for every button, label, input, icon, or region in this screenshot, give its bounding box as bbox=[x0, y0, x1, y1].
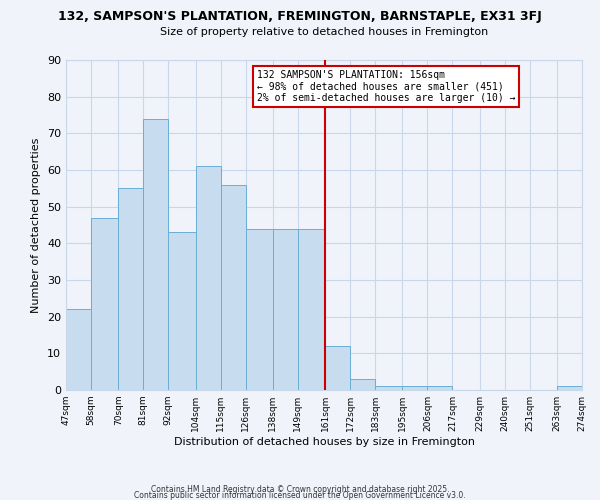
Bar bbox=[168, 232, 196, 390]
Bar bbox=[66, 310, 91, 390]
Text: Contains HM Land Registry data © Crown copyright and database right 2025.: Contains HM Land Registry data © Crown c… bbox=[151, 484, 449, 494]
Bar bbox=[91, 218, 118, 390]
Text: 132 SAMPSON'S PLANTATION: 156sqm
← 98% of detached houses are smaller (451)
2% o: 132 SAMPSON'S PLANTATION: 156sqm ← 98% o… bbox=[257, 70, 515, 103]
Text: 132, SAMPSON'S PLANTATION, FREMINGTON, BARNSTAPLE, EX31 3FJ: 132, SAMPSON'S PLANTATION, FREMINGTON, B… bbox=[58, 10, 542, 23]
Bar bbox=[375, 386, 403, 390]
Bar bbox=[427, 386, 452, 390]
X-axis label: Distribution of detached houses by size in Fremington: Distribution of detached houses by size … bbox=[173, 437, 475, 447]
Title: Size of property relative to detached houses in Fremington: Size of property relative to detached ho… bbox=[160, 27, 488, 37]
Bar bbox=[325, 346, 350, 390]
Bar bbox=[298, 228, 325, 390]
Bar bbox=[403, 386, 427, 390]
Bar bbox=[245, 228, 273, 390]
Bar bbox=[196, 166, 221, 390]
Bar bbox=[557, 386, 582, 390]
Y-axis label: Number of detached properties: Number of detached properties bbox=[31, 138, 41, 312]
Bar bbox=[118, 188, 143, 390]
Bar bbox=[143, 118, 168, 390]
Text: Contains public sector information licensed under the Open Government Licence v3: Contains public sector information licen… bbox=[134, 490, 466, 500]
Bar bbox=[273, 228, 298, 390]
Bar bbox=[350, 379, 375, 390]
Bar bbox=[221, 184, 245, 390]
